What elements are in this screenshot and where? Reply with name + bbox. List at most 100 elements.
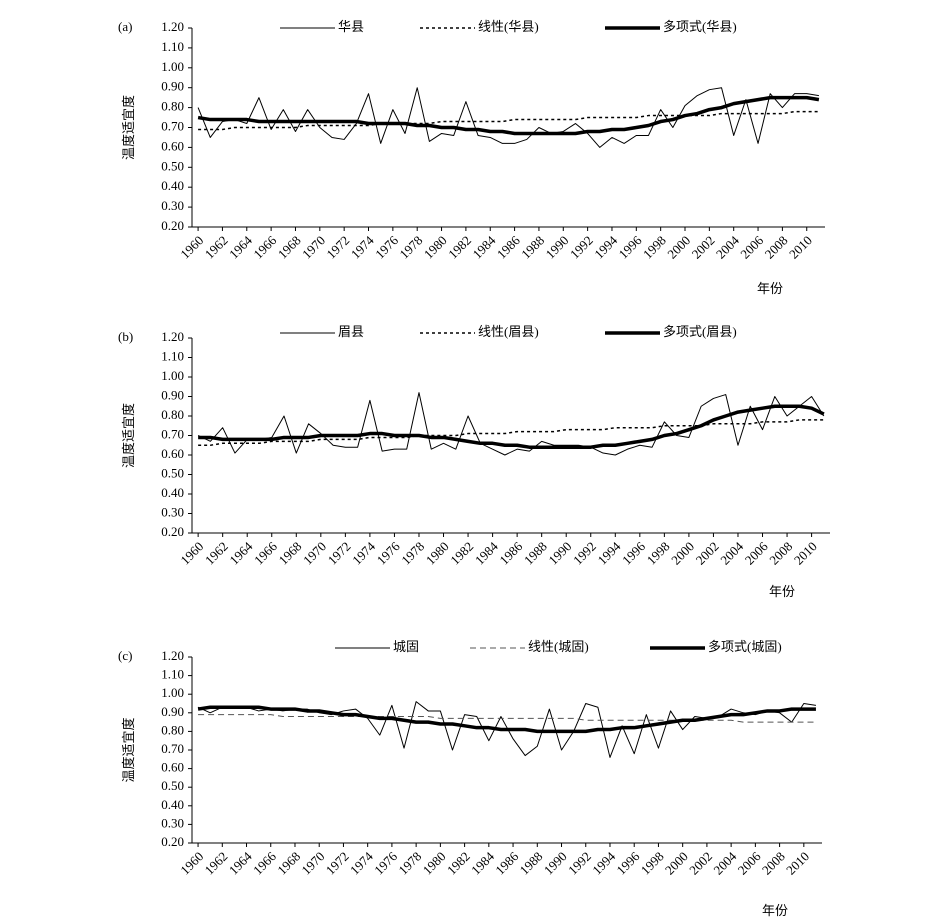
x-tick-label: 1982 — [445, 233, 474, 262]
y-tick-label: 0.40 — [161, 485, 184, 500]
x-tick-label: 2004 — [713, 232, 742, 261]
legend-label: 城固 — [393, 639, 419, 654]
x-tick-label: 2008 — [766, 539, 795, 568]
x-tick-label: 1972 — [325, 539, 354, 568]
series-line — [198, 419, 824, 446]
y-tick-label: 0.40 — [161, 797, 184, 812]
x-tick-label: 2004 — [717, 538, 746, 567]
y-axis-title: 温度适宜度 — [121, 95, 136, 160]
y-axis-title: 温度适宜度 — [121, 403, 136, 468]
y-axis-title: 温度适宜度 — [121, 717, 136, 782]
series-line — [197, 87, 819, 148]
legend-label: 线性(华县) — [478, 19, 539, 34]
x-tick-label: 2008 — [762, 233, 791, 262]
series-line — [198, 110, 819, 131]
x-tick-label: 1974 — [348, 232, 377, 261]
x-tick-label: 2006 — [742, 538, 771, 567]
y-tick-label: 0.70 — [161, 426, 184, 441]
x-tick-label: 1964 — [226, 848, 255, 877]
x-tick-label: 1984 — [469, 232, 498, 261]
x-tick-label: 1992 — [567, 233, 596, 262]
y-tick-label: 0.30 — [161, 504, 184, 519]
y-tick-label: 0.40 — [161, 178, 184, 193]
x-tick-label: 1988 — [518, 233, 547, 262]
y-tick-label: 1.10 — [161, 39, 184, 54]
legend-label: 多项式(眉县) — [663, 324, 737, 339]
x-tick-label: 1998 — [644, 539, 673, 568]
x-tick-label: 1990 — [541, 849, 570, 878]
y-tick-label: 0.60 — [161, 138, 184, 153]
y-tick-label: 1.00 — [161, 685, 184, 700]
x-axis-title: 年份 — [757, 281, 783, 296]
y-tick-label: 1.00 — [161, 59, 184, 74]
x-tick-label: 2002 — [686, 849, 715, 878]
x-tick-label: 1978 — [395, 849, 424, 878]
x-tick-label: 1996 — [619, 538, 648, 567]
x-tick-label: 2010 — [786, 233, 815, 262]
x-tick-label: 2010 — [791, 539, 820, 568]
x-tick-label: 1990 — [543, 233, 572, 262]
x-tick-label: 1982 — [447, 539, 476, 568]
x-tick-label: 1978 — [396, 233, 425, 262]
y-tick-label: 0.90 — [161, 704, 184, 719]
panel-label: (a) — [118, 19, 132, 34]
y-tick-label: 1.20 — [161, 648, 184, 663]
y-tick-label: 0.60 — [161, 760, 184, 775]
x-tick-label: 1984 — [468, 848, 497, 877]
y-tick-label: 0.50 — [161, 465, 184, 480]
legend-label: 线性(眉县) — [478, 324, 539, 339]
x-tick-label: 1972 — [323, 849, 352, 878]
x-tick-label: 2000 — [664, 233, 693, 262]
x-tick-label: 1964 — [226, 232, 255, 261]
x-tick-label: 2002 — [693, 539, 722, 568]
y-tick-label: 0.20 — [161, 524, 184, 539]
x-tick-label: 1994 — [595, 538, 624, 567]
y-tick-label: 0.50 — [161, 778, 184, 793]
y-tick-label: 0.70 — [161, 118, 184, 133]
x-tick-label: 1976 — [371, 848, 400, 877]
y-tick-label: 1.20 — [161, 19, 184, 34]
x-tick-label: 1974 — [347, 848, 376, 877]
x-tick-label: 2006 — [735, 848, 764, 877]
x-tick-label: 1990 — [545, 539, 574, 568]
x-tick-label: 1984 — [472, 538, 501, 567]
x-tick-label: 2008 — [759, 849, 788, 878]
legend-label: 线性(城固) — [528, 639, 589, 654]
y-tick-label: 1.10 — [161, 348, 184, 363]
x-tick-label: 1970 — [299, 233, 328, 262]
x-tick-label: 1982 — [444, 849, 473, 878]
series-line — [197, 95, 820, 136]
x-tick-label: 1962 — [202, 539, 231, 568]
x-tick-label: 1968 — [274, 849, 303, 878]
y-tick-label: 0.50 — [161, 158, 184, 173]
x-tick-label: 1960 — [177, 233, 206, 262]
x-tick-label: 1992 — [565, 849, 594, 878]
x-tick-label: 1980 — [420, 849, 449, 878]
series-line — [198, 404, 825, 449]
y-tick-label: 0.70 — [161, 741, 184, 756]
x-tick-label: 2000 — [668, 539, 697, 568]
x-tick-label: 1996 — [616, 232, 645, 261]
x-tick-label: 1976 — [372, 232, 401, 261]
x-tick-label: 1978 — [398, 539, 427, 568]
x-tick-label: 2006 — [737, 232, 766, 261]
x-tick-label: 1994 — [589, 848, 618, 877]
y-tick-label: 1.20 — [161, 329, 184, 344]
x-tick-label: 1996 — [613, 848, 642, 877]
y-tick-label: 0.80 — [161, 99, 184, 114]
y-tick-label: 0.20 — [161, 834, 184, 849]
y-tick-label: 0.90 — [161, 387, 184, 402]
x-tick-label: 1970 — [298, 849, 327, 878]
x-tick-label: 1968 — [275, 233, 304, 262]
x-tick-label: 1986 — [494, 232, 523, 261]
x-axis-title: 年份 — [769, 584, 795, 599]
x-tick-label: 2004 — [710, 848, 739, 877]
panel-label: (c) — [118, 648, 132, 663]
y-tick-label: 0.20 — [161, 218, 184, 233]
legend-label: 多项式(华县) — [663, 19, 737, 34]
x-tick-label: 1966 — [250, 848, 279, 877]
legend-label: 眉县 — [338, 324, 364, 339]
x-tick-label: 1964 — [226, 538, 255, 567]
x-tick-label: 1972 — [323, 233, 352, 262]
